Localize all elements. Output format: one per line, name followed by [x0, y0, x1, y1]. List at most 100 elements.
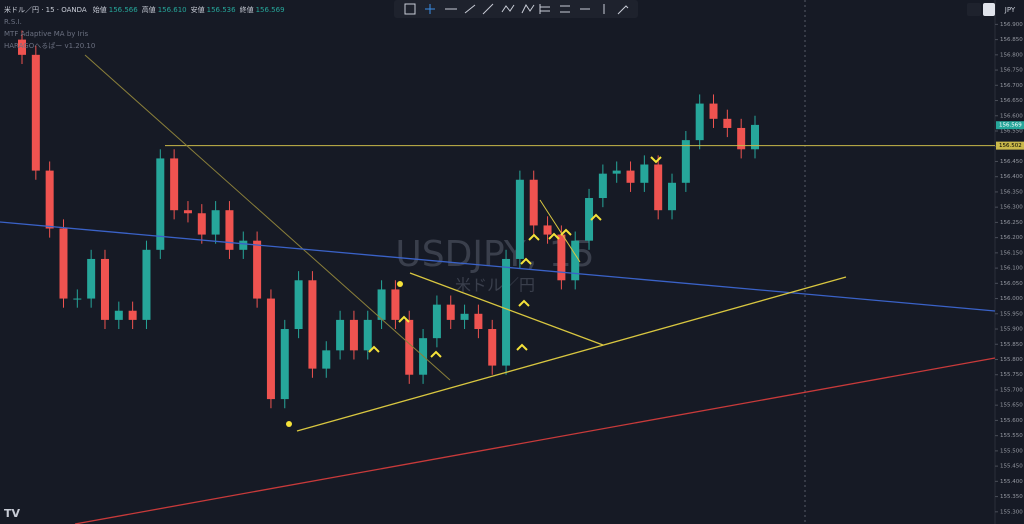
candle-body [100, 258, 109, 320]
indicator[interactable]: HARAGOへるぱー v1.20.10 [4, 42, 95, 50]
tool-icon[interactable] [521, 4, 535, 14]
ohlc-label: 終値 [240, 5, 254, 14]
ohlc-value: 156.569 [256, 6, 285, 14]
y-tick-label: 155.500 [1000, 448, 1023, 454]
tool-icon[interactable] [404, 3, 416, 15]
y-tick-label: 156.900 [1000, 22, 1023, 28]
candle-body [128, 310, 137, 320]
candle-body [668, 182, 677, 211]
candle-body [18, 39, 26, 55]
y-tick-label: 156.000 [1000, 296, 1023, 302]
watermark-name: 米ドル／円 [455, 276, 535, 295]
candle-body [156, 158, 165, 250]
tool-icon[interactable] [501, 4, 515, 13]
tool-icon[interactable] [425, 4, 435, 14]
y-tick-label: 156.700 [1000, 83, 1023, 89]
tool-icon[interactable] [560, 5, 570, 13]
candle-body [488, 329, 497, 366]
indicator[interactable]: R.S.I. [4, 18, 22, 26]
candle-body [197, 213, 206, 235]
candle-body [114, 310, 123, 320]
candle-body [253, 240, 262, 299]
marker [518, 299, 530, 307]
candle-body [585, 198, 594, 241]
candle-body [474, 313, 483, 330]
price-line-label: 156.502 [999, 143, 1022, 149]
ohlc-value: 156.536 [207, 6, 236, 14]
y-tick-label: 155.800 [1000, 357, 1023, 363]
trendline [409, 272, 604, 346]
y-tick-label: 156.150 [1000, 250, 1023, 256]
candle-body [626, 170, 635, 183]
y-tick-label: 155.350 [1000, 494, 1023, 500]
tool-icon[interactable] [617, 5, 629, 15]
candle-body [308, 280, 317, 369]
y-tick-label: 155.900 [1000, 327, 1023, 333]
candle-body [377, 289, 386, 320]
candle-body [363, 319, 372, 351]
y-tick-label: 155.300 [1000, 509, 1023, 515]
candle-body [405, 319, 414, 375]
candle-body [322, 350, 331, 369]
trendline [74, 357, 996, 524]
y-tick-label: 156.250 [1000, 220, 1023, 226]
candle-body [59, 228, 68, 299]
ohlc-label: 安値 [191, 5, 205, 14]
y-tick-label: 156.200 [1000, 235, 1023, 241]
candle-body [723, 118, 732, 128]
candle-body [709, 103, 718, 119]
candle-body [446, 304, 455, 320]
y-tick-label: 155.950 [1000, 311, 1023, 317]
trendline [296, 276, 847, 432]
candle-body [87, 258, 96, 299]
candle-body [294, 280, 303, 330]
candle-body [211, 210, 220, 235]
last-price-label: 156.569 [999, 123, 1022, 129]
candle-body [432, 304, 441, 339]
candle-body [571, 240, 580, 281]
candle-body [31, 54, 40, 171]
y-tick-label: 155.600 [1000, 418, 1023, 424]
candle-body [543, 225, 552, 235]
marker [650, 156, 662, 164]
header: 米ドル／円 · 15 · OANDA 始値 156.566 高値 156.610 安値 15… [4, 5, 285, 50]
currency[interactable]: JPY [1004, 6, 1016, 14]
candle-body [737, 127, 746, 150]
y-tick-label: 156.400 [1000, 174, 1023, 180]
trendline [539, 199, 581, 263]
y-tick-label: 156.300 [1000, 205, 1023, 211]
symbol-name: 米ドル／円 · 15 · OANDA [4, 5, 87, 14]
logo: TV [4, 507, 21, 520]
tool-icon[interactable] [482, 3, 494, 15]
signal-markers [368, 156, 662, 358]
trendline [0, 221, 996, 312]
y-tick-label: 156.750 [1000, 68, 1023, 74]
marker [368, 345, 380, 353]
candle-body [142, 249, 151, 320]
drawings [0, 54, 996, 524]
trendline [84, 54, 451, 381]
ohlc-label: 高値 [142, 5, 156, 14]
symbol: 米ドル／円 · 15 · OANDA 始値 156.566 高値 156.610 安値 15… [4, 5, 285, 14]
marker [430, 350, 442, 358]
price-line-box [996, 141, 1024, 150]
candle-body [391, 289, 400, 320]
y-tick-label: 155.700 [1000, 387, 1023, 393]
y-tick-label: 155.850 [1000, 342, 1023, 348]
candle-body [460, 313, 469, 320]
tool-icon[interactable] [539, 4, 550, 14]
toolbar-bg [394, 0, 638, 18]
y-tick-label: 155.400 [1000, 479, 1023, 485]
indicator[interactable]: MTF Adaptive MA by Iris [4, 30, 89, 38]
candle-body [170, 158, 179, 211]
candle-body [640, 164, 649, 183]
scroll-button[interactable] [967, 3, 981, 16]
tool-icon[interactable] [464, 4, 476, 14]
y-tick-label: 155.650 [1000, 403, 1023, 409]
last-price-box [996, 121, 1024, 130]
reset-button[interactable] [983, 3, 995, 16]
y-tick-label: 156.550 [1000, 129, 1023, 135]
candle-body [45, 170, 54, 229]
candle-body [598, 173, 607, 199]
marker [560, 228, 572, 236]
